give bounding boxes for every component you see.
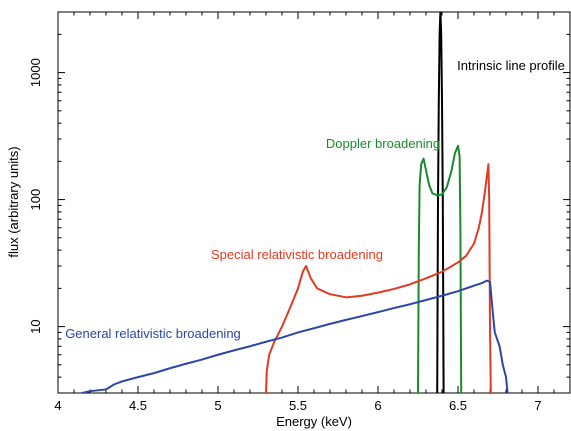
series-lines [81, 12, 509, 393]
x-tick-label: 5 [214, 398, 221, 413]
series-label: Special relativistic broadening [211, 247, 383, 262]
series-label: Doppler broadening [326, 136, 440, 151]
series-label: General relativistic broadening [65, 326, 241, 341]
y-axis-title: flux (arbitrary units) [6, 146, 21, 257]
x-tick-label: 4 [54, 398, 61, 413]
y-tick-label: 100 [28, 189, 43, 211]
series-label: Intrinsic line profile [457, 58, 565, 73]
x-tick-label: 7 [534, 398, 541, 413]
x-tick-label: 5.5 [289, 398, 307, 413]
x-tick-label: 4.5 [129, 398, 147, 413]
x-axis: 4 4.5 5 5.5 6 6.5 7 [54, 12, 571, 413]
y-tick-label: 1000 [28, 58, 43, 87]
x-tick-label: 6 [374, 398, 381, 413]
y-tick-label: 10 [28, 319, 43, 333]
y-axis: 10 100 1000 [28, 11, 570, 394]
series-line-special-relativistic-broadening [265, 163, 492, 393]
x-tick-label: 6.5 [449, 398, 467, 413]
series-line-doppler-broadening [417, 144, 463, 393]
series-line-general-relativistic-broadening [81, 279, 509, 393]
series-labels: Intrinsic line profile Doppler broadening… [65, 58, 565, 341]
x-axis-title: Energy (keV) [276, 414, 352, 429]
series-line-intrinsic-line-profile [436, 12, 445, 393]
